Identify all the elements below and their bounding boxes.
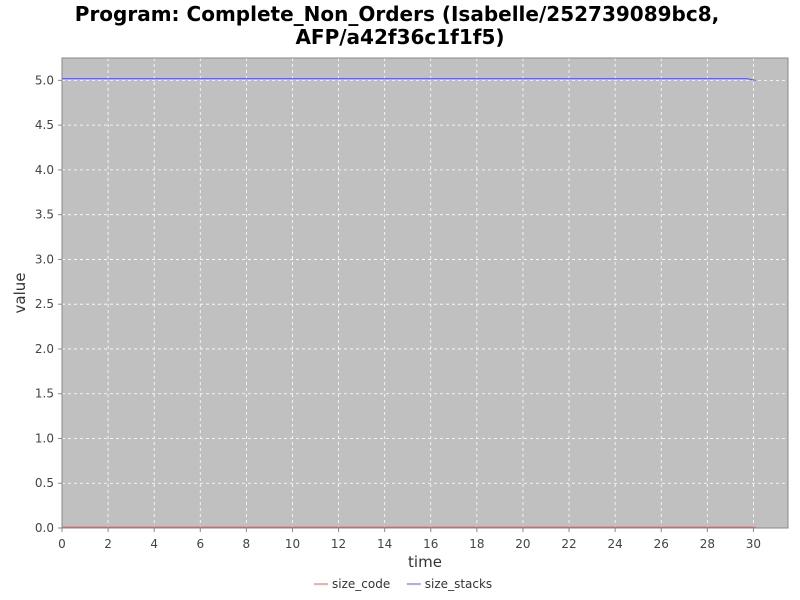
chart-title-line-2: AFP/a42f36c1f1f5) — [295, 25, 504, 49]
x-axis-ticks: 0 2 4 6 8 10 12 14 16 18 20 22 24 26 28 30 — [58, 528, 761, 551]
series-line-size-stacks — [62, 78, 756, 81]
y-tick-label: 2.0 — [35, 342, 54, 356]
y-tick-label: 0.5 — [35, 476, 54, 490]
x-tick-label: 0 — [58, 537, 66, 551]
chart-title-line-1: Program: Complete_Non_Orders (Isabelle/2… — [75, 2, 719, 26]
y-axis-label: value — [11, 273, 29, 314]
series-lines — [62, 78, 756, 528]
y-axis-ticks: 0.0 0.5 1.0 1.5 2.0 2.5 3.0 3.5 4.0 4.5 5.0 — [35, 73, 62, 535]
y-tick-label: 3.0 — [35, 252, 54, 266]
legend: size_code size_stacks — [314, 577, 492, 591]
x-tick-label: 28 — [700, 537, 715, 551]
x-tick-label: 8 — [243, 537, 251, 551]
legend-label-size-code: size_code — [332, 577, 390, 591]
legend-label-size-stacks: size_stacks — [425, 577, 492, 591]
x-tick-label: 20 — [515, 537, 530, 551]
x-tick-label: 16 — [423, 537, 438, 551]
x-tick-label: 6 — [196, 537, 204, 551]
x-tick-label: 10 — [285, 537, 300, 551]
y-tick-label: 1.5 — [35, 387, 54, 401]
x-tick-label: 24 — [608, 537, 623, 551]
y-tick-label: 4.0 — [35, 163, 54, 177]
x-tick-label: 22 — [561, 537, 576, 551]
x-tick-label: 14 — [377, 537, 392, 551]
x-tick-label: 4 — [150, 537, 158, 551]
x-tick-label: 2 — [104, 537, 112, 551]
y-tick-label: 4.5 — [35, 118, 54, 132]
y-tick-label: 5.0 — [35, 73, 54, 87]
plot-area — [62, 58, 788, 528]
x-tick-label: 18 — [469, 537, 484, 551]
y-tick-label: 2.5 — [35, 297, 54, 311]
y-tick-label: 1.0 — [35, 431, 54, 445]
x-axis-label: time — [408, 553, 442, 571]
x-tick-label: 30 — [746, 537, 761, 551]
plot-border — [61, 57, 789, 529]
x-tick-label: 26 — [654, 537, 669, 551]
x-tick-label: 12 — [331, 537, 346, 551]
y-tick-label: 0.0 — [35, 521, 54, 535]
y-tick-label: 3.5 — [35, 208, 54, 222]
